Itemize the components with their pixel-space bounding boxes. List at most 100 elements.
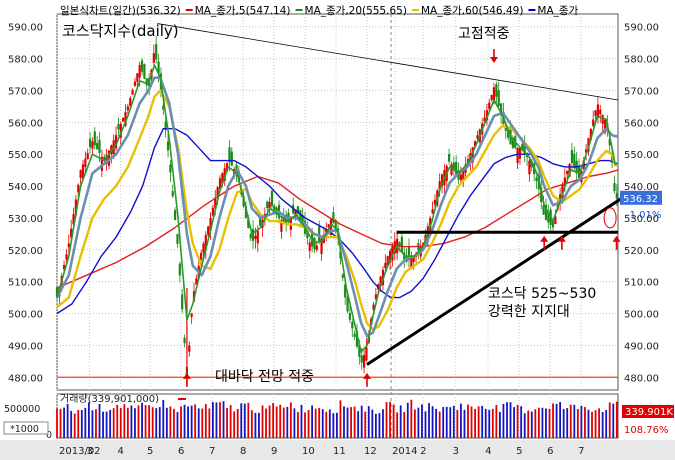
volume-bar bbox=[350, 407, 352, 438]
candle-body bbox=[547, 211, 550, 223]
y-tick-label-left: 540.00 bbox=[8, 182, 43, 193]
candle-body bbox=[391, 245, 394, 261]
volume-bar bbox=[80, 410, 83, 438]
volume-bar bbox=[452, 405, 455, 438]
volume-bar bbox=[467, 404, 469, 438]
x-tick-label: 6 bbox=[178, 446, 184, 457]
volume-bar bbox=[134, 408, 136, 438]
candle-body bbox=[346, 296, 349, 312]
candle-body bbox=[341, 274, 344, 278]
candle-body bbox=[117, 124, 120, 130]
candle-body bbox=[256, 230, 259, 244]
volume-bar bbox=[587, 409, 590, 438]
volume-bar bbox=[548, 408, 551, 438]
volume-bar bbox=[173, 408, 175, 438]
candle-body bbox=[483, 117, 486, 122]
volume-bar bbox=[530, 411, 533, 438]
volume-bar bbox=[484, 408, 487, 438]
candle-body bbox=[613, 183, 616, 192]
volume-bar bbox=[413, 409, 416, 438]
volume-bar bbox=[98, 404, 101, 438]
volume-bar bbox=[396, 412, 399, 438]
candle-body bbox=[523, 144, 526, 154]
last-change-label: -1.01% bbox=[626, 210, 661, 221]
volume-bar bbox=[545, 408, 547, 438]
volume-bar bbox=[477, 406, 480, 438]
legend: 일본식차트(일간)(536.32) MA_종가,5(547.14) MA_종가,20… bbox=[60, 4, 579, 17]
candle-body bbox=[566, 170, 569, 175]
volume-bar bbox=[250, 410, 253, 438]
volume-bar bbox=[442, 407, 445, 438]
volume-bar bbox=[449, 407, 452, 438]
volume-bar bbox=[84, 407, 87, 438]
y-tick-label-left: 490.00 bbox=[8, 341, 43, 352]
candle-body bbox=[358, 344, 361, 357]
volume-bar bbox=[456, 409, 459, 438]
volume-bar bbox=[219, 402, 221, 438]
axes: 480.00 480.00 490.00 490.00 500.00 500.00 510.… bbox=[3, 23, 674, 457]
candle-body bbox=[490, 94, 493, 100]
candle-body bbox=[585, 149, 588, 153]
candle-body bbox=[362, 354, 366, 368]
candle-body bbox=[296, 206, 300, 214]
volume-bar bbox=[211, 402, 214, 438]
volume-bar bbox=[481, 405, 484, 438]
volume-bar bbox=[279, 404, 282, 438]
volume-bar bbox=[59, 408, 62, 438]
candle-body bbox=[471, 147, 474, 163]
volume-bar bbox=[367, 406, 370, 438]
volume-bar bbox=[580, 405, 583, 438]
candle-body bbox=[157, 61, 160, 74]
volume-bar bbox=[300, 404, 303, 438]
volume-bar bbox=[357, 411, 360, 438]
candle-body bbox=[440, 174, 444, 187]
candle-body bbox=[315, 245, 318, 250]
candle-body bbox=[570, 150, 574, 164]
volume-bar bbox=[190, 405, 193, 438]
candle-body bbox=[176, 234, 179, 244]
volume-bar bbox=[102, 411, 104, 438]
volume-bar bbox=[307, 409, 310, 438]
candle-body bbox=[199, 252, 203, 260]
candle-body bbox=[374, 294, 377, 299]
volume-last-badge bbox=[622, 405, 674, 418]
candle-body bbox=[237, 171, 240, 183]
candle-body bbox=[448, 154, 451, 162]
x-tick-label: 7 bbox=[578, 446, 584, 457]
legend-entry: MA_종가,20(555.65) bbox=[305, 5, 407, 17]
y-tick-label-left: 500.00 bbox=[8, 310, 43, 321]
volume-bar bbox=[272, 403, 275, 438]
candle-body bbox=[280, 220, 283, 232]
legend-entry: 일본식차트(일간)(536.32) bbox=[60, 4, 181, 17]
volume-bar bbox=[144, 405, 147, 438]
volume-bar bbox=[601, 412, 604, 438]
candle-body bbox=[438, 181, 441, 190]
volume-bar bbox=[293, 408, 296, 438]
volume-bar bbox=[332, 413, 335, 438]
volume-bar bbox=[374, 413, 377, 438]
candle-body bbox=[98, 139, 101, 153]
volume-bar bbox=[183, 404, 186, 438]
candle-body bbox=[230, 151, 233, 166]
candle-body bbox=[563, 177, 566, 187]
volume-bar bbox=[382, 409, 384, 438]
y-tick-label-left: 510.00 bbox=[8, 278, 43, 289]
volume-bar bbox=[406, 402, 409, 438]
candle-body bbox=[497, 90, 500, 106]
arrow-up-support3-head bbox=[612, 235, 621, 242]
volume-bar bbox=[151, 407, 154, 438]
volume-bar bbox=[392, 404, 395, 438]
candle-body bbox=[344, 284, 347, 298]
candle-body bbox=[492, 87, 496, 103]
volume-bar bbox=[194, 404, 197, 438]
candle-body bbox=[202, 243, 205, 253]
candle-body bbox=[221, 173, 224, 184]
candle-body bbox=[204, 234, 207, 251]
ma-line-20 bbox=[55, 76, 618, 338]
volume-bar bbox=[265, 408, 267, 438]
arrow-up-support2-head bbox=[557, 235, 566, 242]
volume-title: 거래량(339,901,000) bbox=[60, 393, 159, 405]
y-tick-label-left: 590.00 bbox=[8, 23, 43, 34]
volume-bar bbox=[130, 405, 133, 438]
volume-bar bbox=[516, 404, 519, 438]
